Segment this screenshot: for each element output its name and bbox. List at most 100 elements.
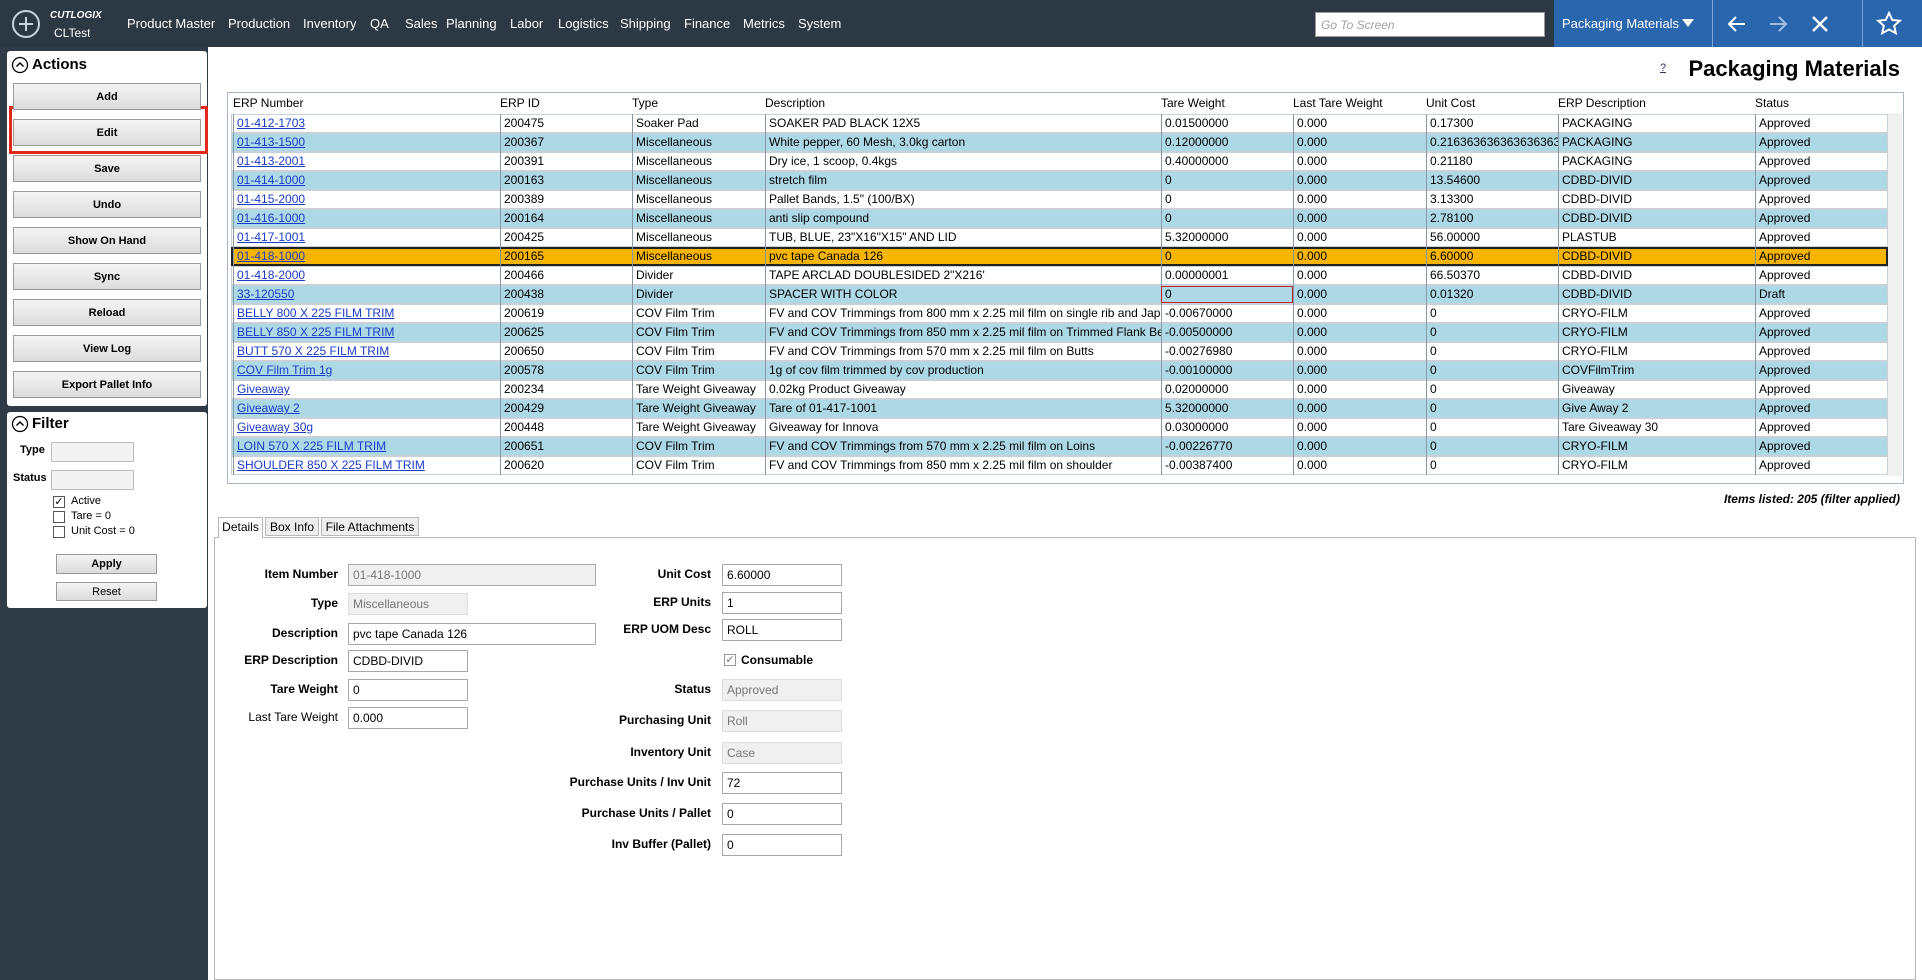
menu-item[interactable]: Production <box>228 16 291 31</box>
table-cell[interactable]: 01-416-1000 <box>233 209 500 228</box>
table-cell[interactable]: BUTT 570 X 225 FILM TRIM <box>233 342 500 361</box>
table-row[interactable] <box>231 456 1888 475</box>
back-button[interactable] <box>1725 12 1749 36</box>
column-header[interactable]: Unit Cost <box>1426 96 1476 110</box>
action-button[interactable]: Undo <box>13 191 201 218</box>
menu-item[interactable]: Labor <box>510 16 544 31</box>
favorite-button[interactable] <box>1876 11 1902 37</box>
table-row[interactable] <box>231 399 1888 418</box>
column-header[interactable]: Last Tare Weight <box>1293 96 1383 110</box>
text-input[interactable]: 0 <box>722 803 842 825</box>
table-row[interactable] <box>231 247 1888 266</box>
screen-dropdown[interactable]: Packaging Materials <box>1562 16 1680 31</box>
column-header[interactable]: ERP ID <box>500 96 540 110</box>
column-header[interactable]: Description <box>765 96 826 110</box>
text-input[interactable]: ROLL <box>722 619 842 641</box>
dropdown[interactable]: Approved <box>722 679 842 701</box>
table-row[interactable] <box>231 437 1888 456</box>
dropdown[interactable]: Roll <box>722 710 842 732</box>
apply-button[interactable]: Apply <box>56 554 157 574</box>
checkbox[interactable]: ✓ <box>53 496 65 508</box>
table-cell[interactable]: 01-412-1703 <box>233 114 500 133</box>
checkbox[interactable] <box>53 526 65 538</box>
table-cell[interactable]: COV Film Trim 1g <box>233 361 500 380</box>
table-cell[interactable]: BELLY 850 X 225 FILM TRIM <box>233 323 500 342</box>
text-input[interactable]: CDBD-DIVID <box>348 650 468 672</box>
table-cell[interactable]: 01-417-1001 <box>233 228 500 247</box>
reset-button[interactable]: Reset <box>56 582 157 601</box>
collapse-icon[interactable] <box>11 56 29 74</box>
close-button[interactable] <box>1808 12 1832 36</box>
text-input[interactable]: 01-418-1000 <box>348 564 596 586</box>
column-header[interactable]: Tare Weight <box>1161 96 1225 110</box>
tab[interactable]: Box Info <box>265 517 319 536</box>
collapse-icon[interactable] <box>11 415 29 433</box>
table-row[interactable] <box>231 171 1888 190</box>
column-header[interactable]: ERP Description <box>1558 96 1646 110</box>
action-button[interactable]: View Log <box>13 335 201 362</box>
table-cell[interactable]: BELLY 800 X 225 FILM TRIM <box>233 304 500 323</box>
table-cell[interactable]: 33-120550 <box>233 285 500 304</box>
action-button[interactable]: Sync <box>13 263 201 290</box>
checkbox[interactable] <box>53 511 65 523</box>
menu-item[interactable]: Planning <box>446 16 497 31</box>
table-row[interactable] <box>231 152 1888 171</box>
forward-button[interactable] <box>1766 12 1790 36</box>
scrollbar[interactable] <box>1888 113 1902 476</box>
table-row[interactable] <box>231 114 1888 133</box>
text-input[interactable]: 72 <box>722 772 842 794</box>
table-row[interactable] <box>231 228 1888 247</box>
status-select[interactable] <box>51 470 134 490</box>
table-cell[interactable]: LOIN 570 X 225 FILM TRIM <box>233 437 500 456</box>
table-cell[interactable]: 01-418-2000 <box>233 266 500 285</box>
checkbox[interactable]: ✓ <box>724 654 736 666</box>
column-header[interactable]: ERP Number <box>233 96 304 110</box>
table-row[interactable] <box>231 418 1888 437</box>
menu-item[interactable]: Logistics <box>558 16 609 31</box>
text-input[interactable]: 0 <box>348 679 468 701</box>
text-input[interactable]: pvc tape Canada 126 <box>348 623 596 645</box>
table-row[interactable] <box>231 304 1888 323</box>
help-link[interactable]: ? <box>1660 62 1667 74</box>
table-row[interactable] <box>231 133 1888 152</box>
search-box[interactable]: Go To Screen <box>1315 12 1545 37</box>
dropdown[interactable]: Miscellaneous <box>348 593 468 615</box>
table-cell[interactable]: 01-413-2001 <box>233 152 500 171</box>
text-input[interactable]: 1 <box>722 592 842 614</box>
action-button[interactable]: Save <box>13 155 201 182</box>
table-row[interactable] <box>231 323 1888 342</box>
table-row[interactable] <box>231 342 1888 361</box>
action-button[interactable]: Show On Hand <box>13 227 201 254</box>
menu-item[interactable]: QA <box>370 16 389 31</box>
table-row[interactable] <box>231 209 1888 228</box>
menu-item[interactable]: Product Master <box>127 16 216 31</box>
table-cell[interactable]: 01-414-1000 <box>233 171 500 190</box>
menu-item[interactable]: Metrics <box>743 16 785 31</box>
action-button[interactable]: Add <box>13 83 201 110</box>
menu-item[interactable]: System <box>798 16 842 31</box>
tab[interactable]: File Attachments <box>321 517 419 536</box>
menu-item[interactable]: Shipping <box>620 16 671 31</box>
text-input[interactable]: 6.60000 <box>722 564 842 586</box>
dropdown[interactable]: Case <box>722 742 842 764</box>
table-row[interactable] <box>231 266 1888 285</box>
table-row[interactable] <box>231 285 1888 304</box>
table-cell[interactable]: SHOULDER 850 X 225 FILM TRIM <box>233 456 500 475</box>
table-cell[interactable]: 01-415-2000 <box>233 190 500 209</box>
menu-item[interactable]: Inventory <box>303 16 357 31</box>
text-input[interactable]: 0 <box>722 834 842 856</box>
text-input[interactable]: 0.000 <box>348 707 468 729</box>
action-button[interactable]: Export Pallet Info <box>13 371 201 398</box>
table-row[interactable] <box>231 190 1888 209</box>
dropdown-arrow[interactable] <box>1680 16 1696 30</box>
action-button[interactable]: Edit <box>13 119 201 146</box>
table-cell[interactable]: 01-418-1000 <box>233 247 500 266</box>
column-header[interactable]: Type <box>632 96 659 110</box>
menu-item[interactable]: Finance <box>684 16 731 31</box>
type-select[interactable] <box>51 442 134 462</box>
tab[interactable]: Details <box>218 517 263 538</box>
menu-item[interactable]: Sales <box>405 16 438 31</box>
table-row[interactable] <box>231 380 1888 399</box>
action-button[interactable]: Reload <box>13 299 201 326</box>
column-header[interactable]: Status <box>1755 96 1790 110</box>
